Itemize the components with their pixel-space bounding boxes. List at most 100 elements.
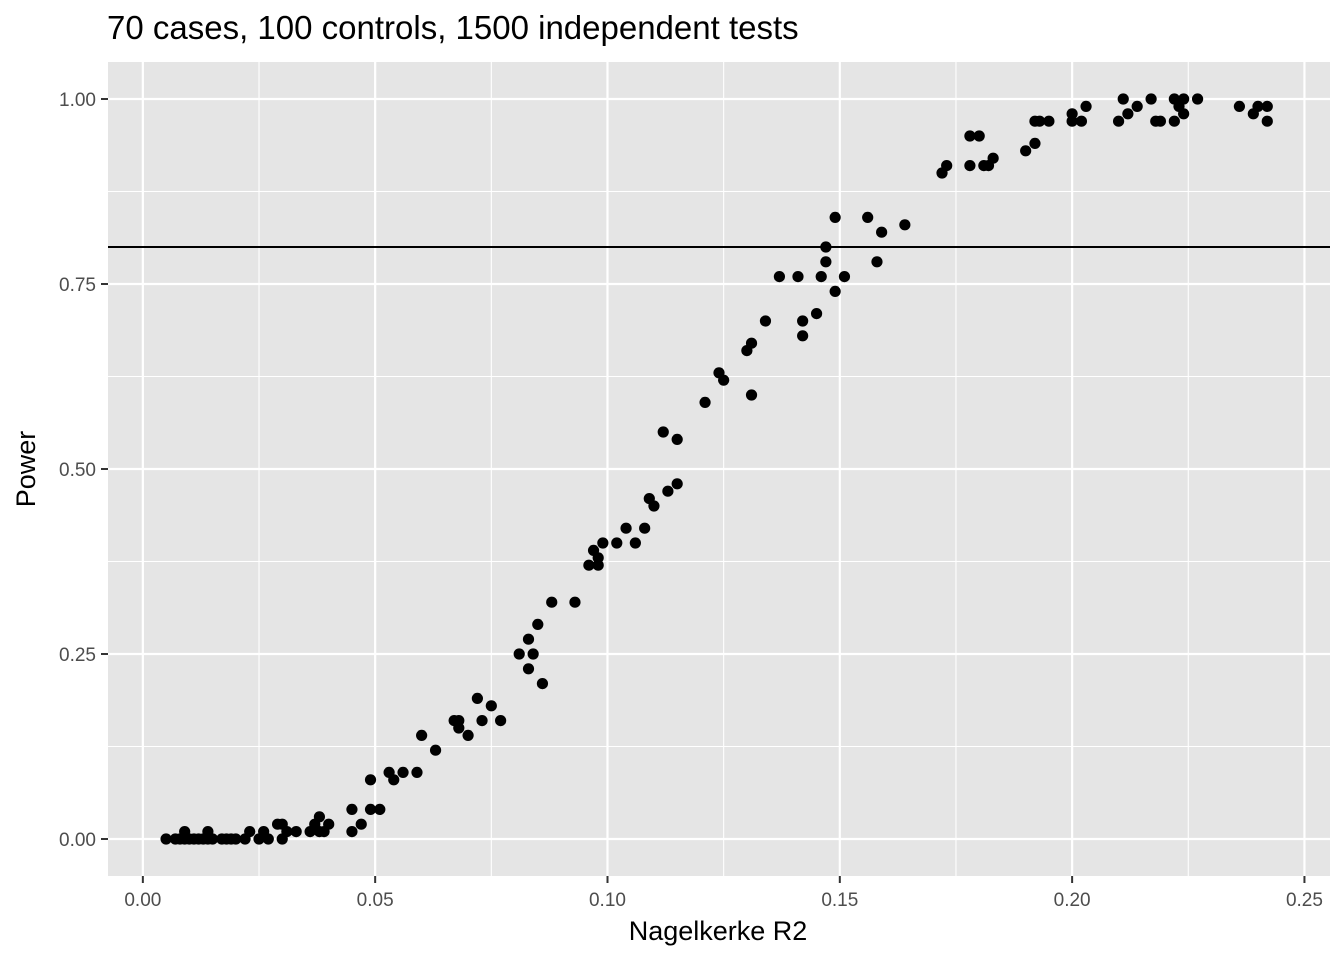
data-point bbox=[355, 818, 367, 830]
data-point bbox=[1043, 115, 1055, 127]
data-point bbox=[462, 729, 474, 742]
data-point bbox=[346, 826, 358, 838]
data-point bbox=[597, 537, 609, 549]
data-point bbox=[792, 271, 804, 283]
data-point bbox=[899, 219, 911, 231]
data-point bbox=[281, 826, 293, 838]
data-point bbox=[639, 522, 651, 534]
data-point bbox=[1178, 108, 1190, 120]
data-point bbox=[745, 337, 758, 349]
data-point bbox=[987, 152, 999, 164]
data-point bbox=[662, 485, 674, 497]
data-point bbox=[829, 211, 841, 223]
x-tick-label: 0.25 bbox=[1286, 890, 1323, 911]
data-point bbox=[671, 478, 683, 490]
chart-title: 70 cases, 100 controls, 1500 independent… bbox=[107, 9, 799, 46]
data-point bbox=[1261, 100, 1273, 112]
data-point bbox=[1154, 115, 1167, 127]
data-point bbox=[657, 426, 669, 438]
data-point bbox=[718, 374, 730, 386]
data-point bbox=[1178, 93, 1190, 105]
data-point bbox=[820, 241, 832, 253]
data-point bbox=[346, 803, 358, 816]
data-point bbox=[397, 766, 409, 779]
data-point bbox=[1066, 115, 1078, 127]
x-axis-title: Nagelkerke R2 bbox=[629, 916, 808, 946]
data-point bbox=[810, 308, 823, 320]
data-point bbox=[1168, 115, 1180, 127]
data-point bbox=[611, 537, 623, 549]
data-point bbox=[876, 226, 888, 238]
data-point bbox=[536, 678, 549, 690]
data-point bbox=[1252, 100, 1264, 112]
data-point bbox=[206, 833, 219, 845]
data-point bbox=[871, 256, 883, 268]
data-point bbox=[1117, 93, 1129, 105]
data-point bbox=[1034, 115, 1046, 127]
data-point bbox=[374, 803, 386, 816]
data-point bbox=[522, 663, 535, 675]
data-point bbox=[1112, 115, 1125, 127]
data-point bbox=[699, 396, 711, 408]
data-point bbox=[759, 315, 772, 327]
data-point bbox=[648, 500, 660, 512]
data-point bbox=[1145, 93, 1157, 105]
y-tick-label: 0.00 bbox=[59, 830, 96, 851]
data-point bbox=[323, 818, 335, 830]
data-point bbox=[160, 833, 172, 845]
data-point bbox=[471, 692, 483, 705]
data-point bbox=[1261, 115, 1273, 127]
data-point bbox=[1131, 100, 1143, 112]
data-point bbox=[388, 774, 400, 786]
x-tick-label: 0.15 bbox=[821, 890, 858, 911]
data-point bbox=[973, 130, 985, 142]
data-point bbox=[797, 330, 809, 342]
data-point bbox=[1233, 100, 1245, 112]
data-point bbox=[815, 271, 827, 283]
y-tick-label: 1.00 bbox=[59, 90, 96, 111]
data-point bbox=[453, 715, 465, 727]
data-point bbox=[532, 618, 544, 631]
data-point bbox=[546, 596, 558, 608]
data-point bbox=[364, 774, 377, 786]
data-point bbox=[1191, 93, 1204, 105]
x-tick-label: 0.20 bbox=[1054, 890, 1091, 911]
data-point bbox=[862, 211, 874, 223]
data-point bbox=[1122, 108, 1134, 120]
data-point bbox=[838, 271, 851, 283]
plot-panel bbox=[108, 62, 1330, 876]
data-point bbox=[485, 700, 497, 712]
y-tick-label: 0.50 bbox=[59, 460, 96, 481]
data-point bbox=[964, 130, 976, 142]
data-point bbox=[290, 826, 302, 838]
data-point bbox=[364, 803, 377, 816]
data-point bbox=[745, 389, 758, 401]
y-axis-title: Power bbox=[11, 431, 41, 508]
data-point bbox=[829, 285, 841, 297]
data-point bbox=[230, 833, 242, 845]
data-point bbox=[820, 256, 832, 268]
data-point bbox=[1075, 115, 1088, 127]
data-point bbox=[592, 552, 604, 564]
x-tick-label: 0.05 bbox=[357, 890, 394, 911]
data-point bbox=[773, 271, 786, 283]
data-point bbox=[1020, 145, 1032, 157]
x-tick-label: 0.10 bbox=[589, 890, 626, 911]
data-point bbox=[583, 559, 595, 571]
y-tick-label: 0.25 bbox=[59, 645, 96, 666]
data-point bbox=[416, 729, 428, 742]
data-point bbox=[629, 537, 641, 549]
x-tick-label: 0.00 bbox=[124, 890, 161, 911]
data-point bbox=[671, 433, 683, 445]
data-point bbox=[941, 160, 953, 172]
data-point bbox=[513, 648, 525, 660]
data-point bbox=[620, 522, 632, 534]
data-point bbox=[244, 826, 256, 838]
data-point bbox=[964, 160, 976, 172]
data-point bbox=[527, 648, 539, 660]
data-point bbox=[1080, 100, 1092, 112]
data-point bbox=[429, 744, 442, 756]
data-point bbox=[495, 715, 507, 727]
data-point bbox=[797, 315, 809, 327]
y-tick-label: 0.75 bbox=[59, 275, 96, 296]
